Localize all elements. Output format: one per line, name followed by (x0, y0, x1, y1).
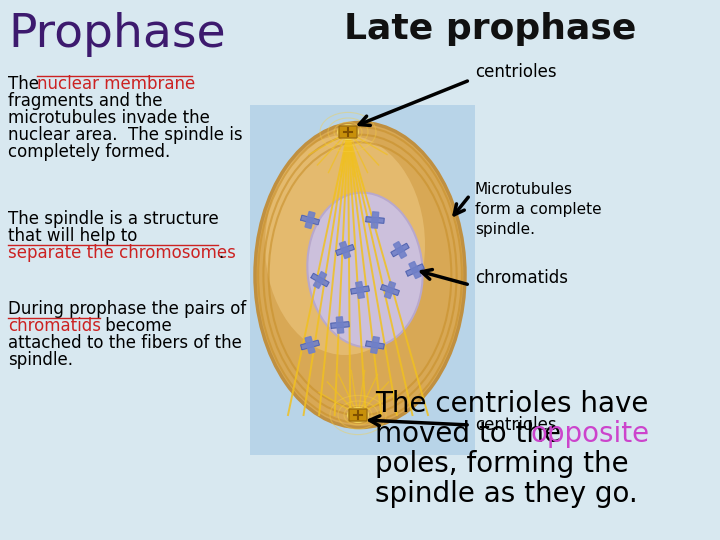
FancyBboxPatch shape (349, 409, 367, 421)
Polygon shape (384, 281, 395, 299)
Polygon shape (351, 286, 369, 294)
Text: Microtubules
form a complete
spindle.: Microtubules form a complete spindle. (475, 182, 602, 237)
Polygon shape (330, 322, 349, 328)
Polygon shape (339, 241, 351, 259)
Polygon shape (391, 244, 409, 256)
Text: Late prophase: Late prophase (344, 12, 636, 46)
Text: that will help to: that will help to (8, 227, 138, 245)
Ellipse shape (337, 124, 359, 140)
Polygon shape (356, 281, 364, 299)
Polygon shape (301, 215, 320, 225)
Polygon shape (301, 340, 320, 350)
Polygon shape (381, 285, 400, 295)
Polygon shape (409, 261, 421, 279)
FancyBboxPatch shape (339, 126, 357, 138)
Polygon shape (371, 336, 379, 353)
Text: chromatids: chromatids (8, 317, 101, 335)
Text: Prophase: Prophase (8, 12, 225, 57)
Text: During prophase the pairs of: During prophase the pairs of (8, 300, 246, 318)
Text: nuclear area.  The spindle is: nuclear area. The spindle is (8, 126, 243, 144)
Text: completely formed.: completely formed. (8, 143, 170, 161)
Text: attached to the fibers of the: attached to the fibers of the (8, 334, 242, 352)
Text: moved to the: moved to the (375, 420, 570, 448)
Polygon shape (336, 317, 343, 333)
Text: spindle as they go.: spindle as they go. (375, 480, 638, 508)
Polygon shape (336, 245, 354, 255)
Polygon shape (366, 341, 384, 349)
Text: The spindle is a structure: The spindle is a structure (8, 210, 219, 228)
Polygon shape (393, 241, 407, 259)
Polygon shape (305, 212, 315, 228)
Ellipse shape (307, 193, 423, 347)
Text: poles, forming the: poles, forming the (375, 450, 629, 478)
Polygon shape (311, 273, 329, 287)
Text: chromatids: chromatids (475, 269, 568, 287)
Text: separate the chromosomes: separate the chromosomes (8, 244, 236, 262)
Polygon shape (305, 336, 315, 354)
Text: centrioles: centrioles (475, 63, 557, 81)
Text: microtubules invade the: microtubules invade the (8, 109, 210, 127)
Text: spindle.: spindle. (8, 351, 73, 369)
Text: The: The (8, 75, 44, 93)
Text: centrioles: centrioles (475, 416, 557, 434)
Polygon shape (406, 264, 424, 276)
Polygon shape (313, 272, 327, 288)
Polygon shape (366, 217, 384, 223)
Ellipse shape (255, 123, 465, 428)
Bar (250, 105, 475, 455)
Text: The centrioles have: The centrioles have (375, 390, 649, 418)
Polygon shape (372, 212, 379, 228)
Ellipse shape (265, 135, 425, 355)
Text: opposite: opposite (530, 420, 649, 448)
Text: .: . (218, 244, 223, 262)
Ellipse shape (347, 407, 369, 423)
Text: nuclear membrane: nuclear membrane (37, 75, 195, 93)
Text: become: become (100, 317, 172, 335)
Text: fragments and the: fragments and the (8, 92, 163, 110)
